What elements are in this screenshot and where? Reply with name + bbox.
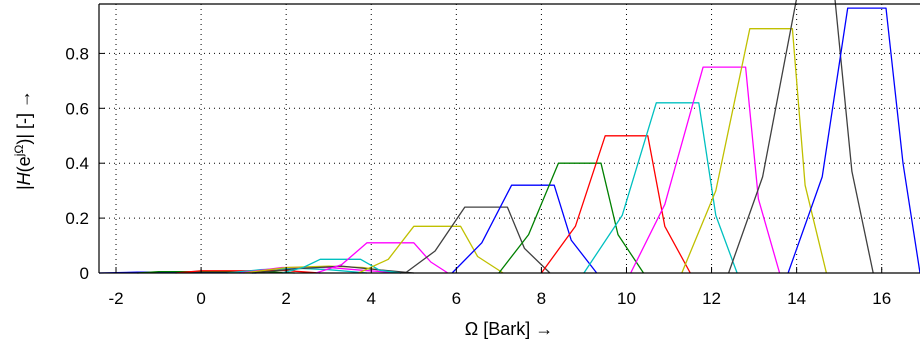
- plot-area: [99, 4, 920, 273]
- series-line-14: [540, 135, 691, 274]
- y-axis-label: |H(ejΩ)| [-] →: [12, 90, 34, 190]
- x-tick-label: -2: [108, 289, 123, 308]
- series-line-7: [252, 265, 414, 274]
- series-line-12: [451, 184, 598, 274]
- series-line-9: [315, 242, 449, 274]
- grid: [99, 4, 920, 273]
- y-label-close: )| [-] →: [14, 90, 34, 145]
- series-line-2: [137, 270, 295, 274]
- axes-frame: [98, 3, 920, 274]
- y-tick-label: 0.6: [65, 99, 89, 118]
- y-ticks: 0 0.2 0.4 0.6 0.8: [65, 44, 105, 283]
- series-line-18: [727, 0, 874, 274]
- x-tick-label: 4: [367, 289, 376, 308]
- series-line-11: [404, 206, 551, 274]
- x-tick-label: 0: [196, 289, 205, 308]
- x-tick-label: 6: [452, 289, 461, 308]
- series-line-8: [281, 258, 402, 274]
- x-tick-label: 12: [702, 289, 721, 308]
- x-axis-label: Ω [Bark] →: [465, 319, 553, 339]
- series-line-19: [787, 7, 920, 274]
- y-tick-label: 0.2: [65, 209, 89, 228]
- series-line-15: [583, 102, 738, 274]
- y-tick-label: 0.4: [65, 154, 89, 173]
- series-line-13: [498, 162, 645, 274]
- x-tick-label: 10: [617, 289, 636, 308]
- y-label-open: (e: [14, 156, 34, 172]
- x-tick-label: 16: [872, 289, 891, 308]
- x-ticks: -2 0 2 4 6 8 10 12 14 16: [108, 267, 891, 308]
- series-line-16: [630, 66, 781, 274]
- x-tick-label: 8: [537, 289, 546, 308]
- x-tick-label: 2: [281, 289, 290, 308]
- y-tick-label: 0.8: [65, 44, 89, 63]
- y-label-sup: jΩ: [12, 145, 26, 158]
- y-tick-label: 0: [80, 264, 89, 283]
- y-label-h: H: [14, 171, 34, 185]
- series-line-17: [681, 28, 828, 274]
- y-label-pre: |: [14, 185, 34, 190]
- series-line-10: [358, 225, 504, 274]
- x-tick-label: 14: [787, 289, 806, 308]
